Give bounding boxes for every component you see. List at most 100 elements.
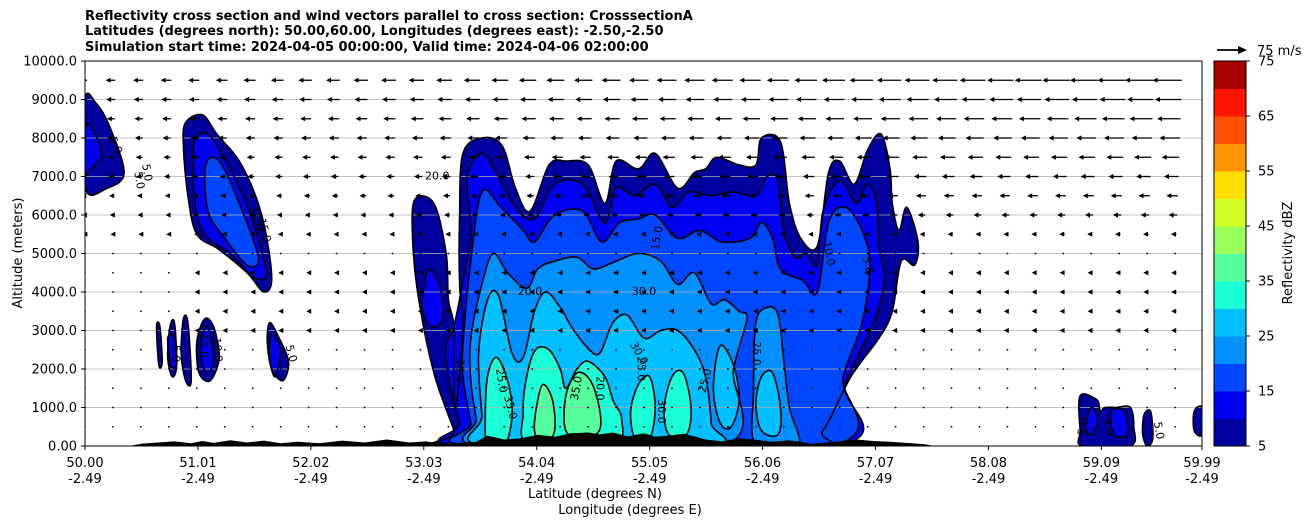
wind-vector-601	[107, 135, 115, 141]
wind-vector-316	[1087, 289, 1093, 295]
quiver-key: 75 m/s	[1217, 44, 1302, 59]
wind-vector-662	[687, 116, 704, 122]
wind-vector-331	[389, 270, 395, 276]
wind-vector-719	[1154, 96, 1182, 103]
contour-fill-10dbz-2	[167, 334, 177, 369]
wind-vector-172	[419, 348, 422, 351]
wind-vector-586	[801, 154, 815, 160]
wind-vector-590	[912, 154, 928, 160]
wind-vector-224	[752, 327, 758, 334]
wind-vector-135	[503, 368, 506, 370]
contour-fill-25dbz-2	[755, 370, 782, 437]
wind-vector-9	[335, 425, 338, 428]
wind-vector-659	[604, 116, 620, 122]
wind-vector-75	[1062, 406, 1065, 409]
wind-vector-713	[989, 96, 1013, 103]
contour-label-27: 5.0	[1151, 421, 1167, 440]
wind-vector-543	[719, 173, 731, 180]
wind-vector-423	[724, 231, 730, 237]
wind-vector-150	[922, 368, 925, 370]
wind-vector-89	[335, 387, 338, 390]
wind-vector-409	[333, 231, 339, 237]
wind-vector-668	[853, 116, 873, 122]
wind-vector-537	[553, 173, 563, 180]
terrain-profile	[129, 432, 935, 446]
colorbar-tick-label-3: 35	[1258, 275, 1275, 290]
wind-vector-471	[945, 212, 954, 218]
wind-vector-630	[910, 135, 928, 141]
wind-vector-346	[808, 270, 814, 276]
contour-label-15: 35.0	[568, 375, 585, 401]
wind-vector-91	[391, 387, 394, 390]
wind-vector-351	[948, 270, 953, 276]
wind-vector-386	[810, 252, 813, 255]
wind-vector-584	[745, 154, 759, 160]
colorbar: 5 15 25 35 45 55 65 75	[1213, 55, 1275, 455]
wind-vector-724	[188, 77, 200, 83]
wind-vector-132	[419, 368, 422, 370]
wind-vector-611	[384, 135, 395, 141]
quiver-key-label: 75 m/s	[1257, 44, 1302, 59]
wind-vector-173	[447, 348, 450, 351]
wind-vector-258	[585, 308, 591, 314]
wind-vector-6	[251, 425, 254, 428]
wind-vector-716	[1072, 96, 1098, 103]
wind-vector-382	[699, 252, 701, 255]
wind-vector-432	[975, 231, 981, 237]
wind-vector-201	[112, 329, 114, 332]
wind-vector-604	[190, 135, 199, 141]
wind-vector-424	[752, 231, 758, 237]
wind-vector-477	[1112, 212, 1122, 218]
contour-label-19: 30.0	[655, 399, 668, 424]
wind-vector-463	[722, 212, 730, 218]
wind-vector-704	[740, 96, 761, 103]
wind-vector-389	[894, 252, 897, 255]
wind-vector-456	[527, 212, 534, 218]
colorbar-tick-label-7: 75	[1258, 55, 1275, 70]
wind-vector-566	[246, 154, 255, 160]
wind-vector-183	[727, 348, 729, 351]
wind-vector-390	[922, 252, 925, 255]
wind-vector-319	[1171, 289, 1177, 295]
wind-vector-277	[1115, 308, 1121, 314]
wind-vector-252	[417, 308, 423, 314]
wind-vector-535	[497, 173, 507, 180]
wind-vector-470	[917, 212, 926, 218]
wind-vector-534	[469, 173, 479, 180]
wind-vector-211	[389, 327, 395, 334]
wind-vector-508	[860, 193, 870, 199]
wind-vector-383	[727, 252, 729, 255]
wind-vector-563	[163, 154, 171, 160]
wind-vector-540	[636, 173, 647, 180]
wind-vector-28	[866, 425, 869, 428]
y-axis: 0.00 1000.0 2000.0 3000.0 4000.0 5000.0 6000.0…	[23, 55, 85, 455]
wind-vector-312	[975, 289, 981, 295]
wind-vector-628	[854, 135, 872, 141]
wind-vector-464	[750, 212, 758, 218]
wind-vector-248	[306, 308, 312, 314]
wind-vector-385	[782, 252, 785, 255]
wind-vector-263	[724, 308, 730, 314]
wind-vector-61	[671, 406, 673, 409]
wind-vector-526	[247, 173, 255, 180]
x-tick-label-lat-7: 57.07	[857, 456, 894, 471]
wind-vector-365	[223, 252, 226, 255]
wind-vector-467	[834, 212, 842, 218]
colorbar-tick-label-2: 25	[1258, 330, 1275, 345]
contour-line-5dbz-9	[1141, 409, 1154, 446]
wind-vector-238	[1143, 327, 1149, 334]
wind-vector-648	[300, 116, 312, 122]
wind-vector-398	[1146, 252, 1149, 255]
wind-vector-336	[529, 270, 535, 276]
wind-vector-694	[464, 96, 480, 103]
wind-vector-745	[766, 77, 789, 83]
contour-line-10dbz-5	[421, 268, 445, 328]
wind-vector-151	[950, 368, 953, 370]
wind-vector-674	[1018, 116, 1041, 122]
wind-vector-2	[140, 425, 142, 428]
wind-vector-613	[439, 135, 452, 141]
wind-vector-298	[585, 289, 591, 295]
contour-fill-25dbz-1	[713, 345, 740, 429]
contour-line-5dbz-5	[195, 317, 221, 383]
wind-vector-205	[222, 327, 228, 334]
